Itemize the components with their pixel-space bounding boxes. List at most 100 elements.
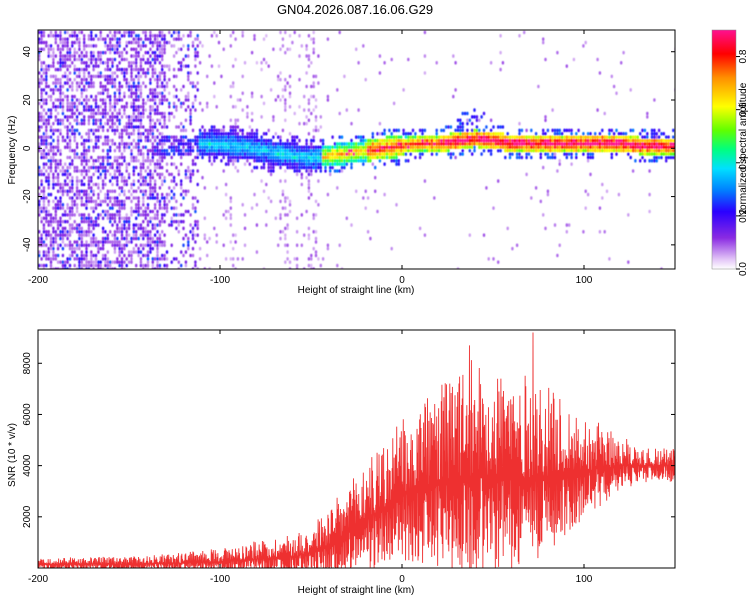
- spectrogram-cell: [383, 148, 386, 153]
- spectrogram-cell: [118, 135, 121, 139]
- spectrogram-cell: [620, 145, 623, 150]
- spectrogram-cell: [381, 142, 384, 146]
- spectrogram-cell: [542, 128, 545, 133]
- spectrogram-cell: [665, 159, 668, 163]
- spectrogram-y-axis-label: Frequency (Hz): [7, 116, 18, 185]
- spectrogram-cell: [610, 138, 613, 143]
- spectrogram-cell: [80, 230, 83, 234]
- spectrogram-cell: [130, 101, 133, 106]
- spectrogram-cell: [376, 142, 379, 146]
- spectrogram-cell: [388, 155, 391, 160]
- spectrogram-cell: [90, 111, 93, 116]
- spectrogram-cell: [191, 206, 195, 210]
- spectrogram-cell: [156, 142, 159, 146]
- spectrogram-cell: [64, 162, 67, 166]
- spectrogram-cell: [38, 165, 41, 170]
- spectrogram-cell: [109, 162, 112, 166]
- spectrogram-cell: [416, 135, 419, 139]
- spectrogram-cell: [42, 115, 46, 119]
- spectrogram-cell: [156, 196, 159, 200]
- spectrogram-cell: [390, 57, 393, 62]
- spectrogram-cell: [137, 50, 140, 55]
- spectrogram-cell: [355, 152, 358, 156]
- spectrogram-cell: [94, 253, 98, 258]
- spectrogram-cell: [300, 182, 303, 187]
- spectrogram-cell: [601, 182, 604, 187]
- spectrogram-cell: [485, 132, 488, 136]
- spectrogram-cell: [310, 37, 313, 41]
- spectrogram-cell: [42, 240, 46, 244]
- spectrogram-cell: [272, 118, 275, 123]
- spectrogram-cell: [101, 115, 105, 119]
- spectrogram-cell: [203, 152, 206, 156]
- spectrogram-cell: [135, 94, 138, 99]
- spectrogram-cell: [120, 138, 124, 143]
- spectrogram-cell: [253, 138, 256, 143]
- spectrogram-cell: [568, 128, 571, 133]
- spectrogram-cell: [324, 165, 327, 170]
- spectrogram-cell: [61, 37, 65, 41]
- spectrogram-cell: [499, 142, 502, 146]
- spectrogram-cell: [605, 135, 609, 139]
- spectrogram-cell: [255, 152, 259, 156]
- spectrogram-cell: [435, 61, 438, 65]
- spectrogram-cell: [369, 138, 372, 143]
- spectrogram-cell: [286, 243, 289, 248]
- spectrogram-cell: [191, 233, 195, 237]
- spectrogram-cell: [515, 138, 519, 143]
- spectrogram-cell: [163, 206, 166, 210]
- spectrogram-cell: [137, 236, 140, 241]
- spectrogram-cell: [153, 61, 157, 65]
- spectrogram-cell: [130, 77, 133, 82]
- spectrogram-cell: [338, 169, 341, 173]
- spectrogram-cell: [388, 142, 391, 146]
- spectrogram-cell: [615, 135, 618, 139]
- spectrogram-cell: [101, 253, 105, 258]
- spectrogram-cell: [144, 61, 147, 65]
- spectrogram-cell: [579, 142, 583, 146]
- spectrogram-cell: [85, 219, 88, 224]
- spectrogram-cell: [130, 192, 133, 197]
- spectrogram-cell: [54, 145, 57, 150]
- spectrogram-cell: [224, 192, 228, 197]
- spectrogram-cell: [116, 257, 119, 261]
- spectrogram-cell: [385, 148, 389, 153]
- spectrogram-cell: [544, 118, 547, 123]
- spectrogram-cell: [111, 203, 114, 207]
- spectrogram-cell: [52, 128, 55, 133]
- spectrogram-cell: [395, 159, 398, 163]
- spectrogram-cell: [307, 169, 311, 173]
- spectrogram-cell: [586, 155, 590, 160]
- spectrogram-cell: [466, 132, 469, 136]
- spectrogram-cell: [305, 47, 308, 52]
- spectrogram-cell: [454, 132, 457, 136]
- spectrogram-cell: [250, 128, 254, 133]
- spectrogram-cell: [54, 213, 57, 217]
- spectrogram-cell: [641, 135, 644, 139]
- spectrogram-cell: [617, 138, 621, 143]
- spectrogram-cell: [274, 148, 277, 153]
- spectrogram-cell: [239, 98, 242, 102]
- spectrogram-cell: [383, 138, 386, 143]
- spectrogram-cell: [146, 223, 150, 227]
- spectrogram-cell: [447, 135, 450, 139]
- spectrogram-cell: [303, 155, 306, 160]
- spectrogram-cell: [149, 81, 152, 85]
- spectrogram-cell: [544, 226, 547, 231]
- spectrogram-cell: [314, 152, 318, 156]
- spectrogram-cell: [352, 145, 356, 150]
- spectrogram-cell: [293, 145, 296, 150]
- spectrogram-cell: [71, 230, 74, 234]
- spectrogram-cell: [68, 115, 72, 119]
- spectrogram-cell: [52, 50, 55, 55]
- spectrogram-cell: [298, 152, 301, 156]
- spectrogram-cell: [135, 47, 138, 52]
- spectrogram-cell: [229, 159, 232, 163]
- spectrogram-cell: [366, 142, 370, 146]
- spectrogram-cell: [232, 162, 235, 166]
- spectrogram-cell: [101, 125, 105, 129]
- spectrogram-cell: [87, 216, 91, 221]
- spectrogram-cell: [196, 148, 199, 153]
- spectrogram-cell: [66, 47, 69, 52]
- spectrogram-cell: [232, 105, 235, 109]
